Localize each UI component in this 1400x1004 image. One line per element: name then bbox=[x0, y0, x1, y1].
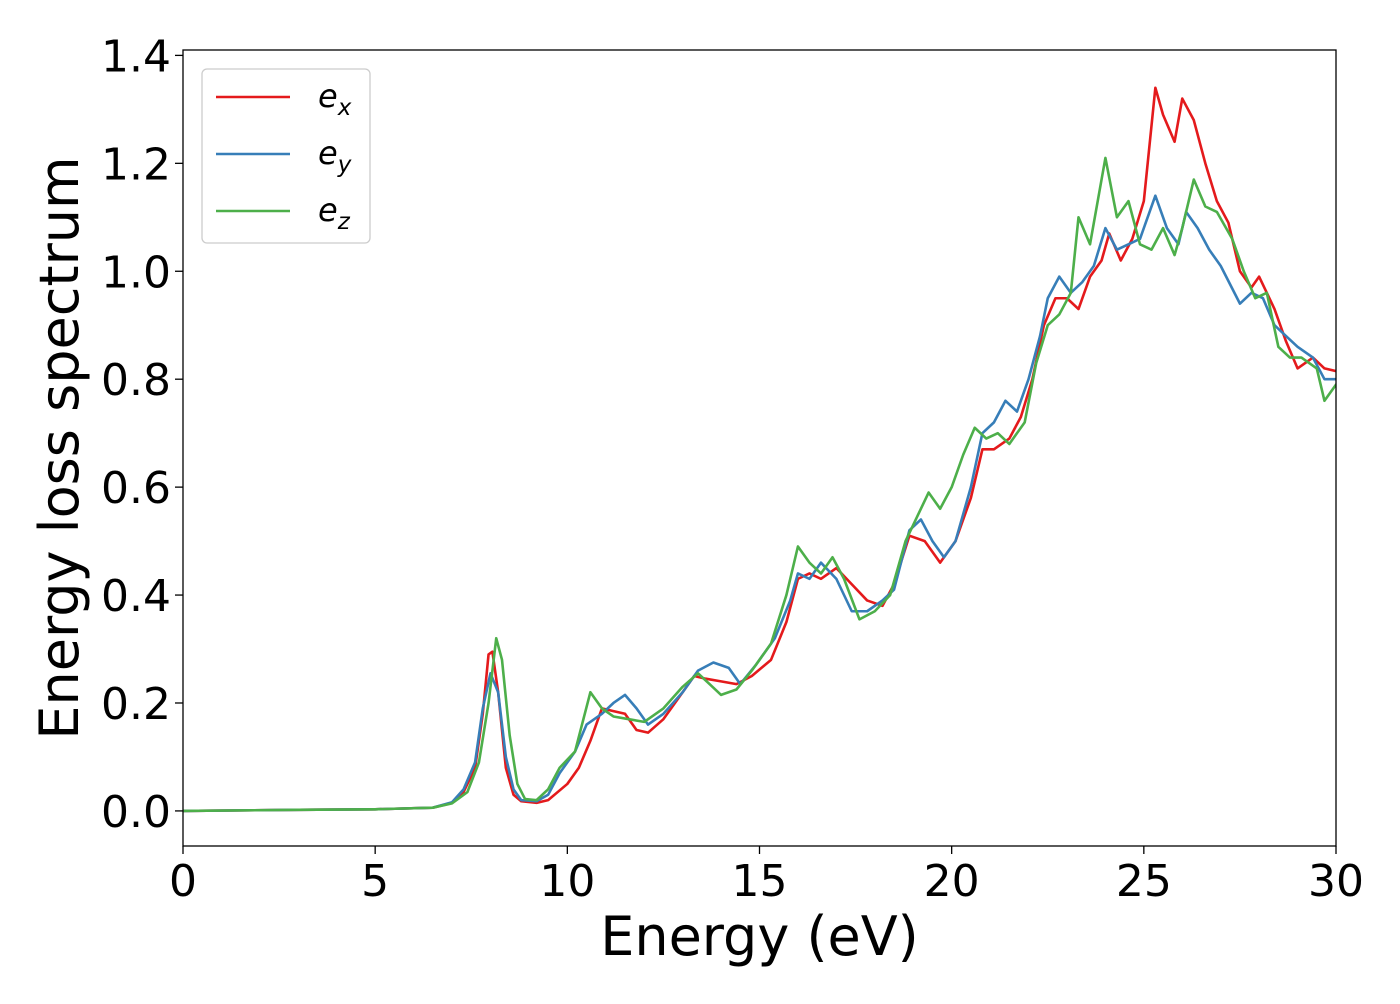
legend-label: ex bbox=[318, 77, 352, 121]
legend-label: ey bbox=[318, 134, 352, 178]
series-line-z bbox=[183, 156, 1336, 813]
legend-box bbox=[201, 68, 371, 244]
legend-label-base: e bbox=[318, 134, 338, 172]
legend-item-z: ez bbox=[216, 191, 351, 235]
y-tick-label: 1.4 bbox=[101, 31, 171, 82]
x-tick-label: 0 bbox=[169, 856, 197, 907]
x-axis-title: Energy (eV) bbox=[600, 905, 919, 968]
x-tick-label: 25 bbox=[1116, 856, 1172, 907]
y-tick-label: 0.6 bbox=[101, 463, 171, 514]
x-tick-label: 20 bbox=[924, 856, 980, 907]
legend-label-base: e bbox=[318, 77, 338, 115]
x-tick-label: 15 bbox=[732, 856, 788, 907]
y-tick-label: 0.0 bbox=[101, 787, 171, 838]
legend-label-subscript: x bbox=[337, 95, 352, 121]
y-tick-label: 0.4 bbox=[101, 571, 171, 622]
y-tick-label: 1.0 bbox=[101, 247, 171, 298]
legend-item-y: ey bbox=[216, 134, 352, 178]
series-line-y bbox=[183, 194, 1336, 813]
legend-label-base: e bbox=[318, 191, 338, 229]
legend-label-subscript: z bbox=[337, 209, 351, 235]
x-tick-label: 10 bbox=[539, 856, 595, 907]
ticks-layer: 0 5 10 15 20 25 30 0.0 0.2 0.4 0.6 0.8 1.0 1.2 1.4 bbox=[101, 31, 1364, 907]
y-axis-title: Energy loss spectrum bbox=[28, 156, 91, 739]
x-tick-label: 30 bbox=[1308, 856, 1364, 907]
legend-label-subscript: y bbox=[337, 152, 352, 178]
x-tick-label: 5 bbox=[361, 856, 389, 907]
legend-label: ez bbox=[318, 191, 351, 235]
legend-item-x: ex bbox=[216, 77, 352, 121]
y-tick-label: 0.8 bbox=[101, 355, 171, 406]
y-tick-label: 0.2 bbox=[101, 679, 171, 730]
series-layer bbox=[183, 86, 1336, 813]
y-tick-label: 1.2 bbox=[101, 139, 171, 190]
